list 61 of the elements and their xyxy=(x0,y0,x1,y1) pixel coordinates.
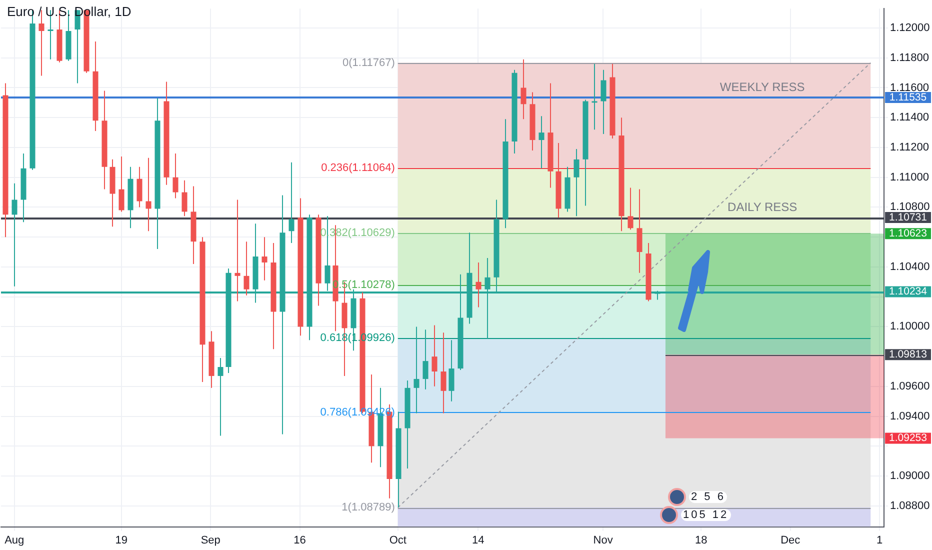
ref-line-label: 1.10731 xyxy=(889,211,928,224)
y-tick-label: 1.11800 xyxy=(890,52,929,64)
candlestick xyxy=(136,166,142,208)
ref-line-label: 1.11535 xyxy=(889,91,927,104)
ref-line-label: 0(1.11767) xyxy=(342,56,395,69)
ref-line-label: 1.10234 xyxy=(889,286,928,298)
x-tick-label: 18 xyxy=(695,534,708,546)
x-tick-label: Sep xyxy=(200,534,220,546)
y-tick-label: 1.11200 xyxy=(890,142,929,154)
candlestick xyxy=(414,326,420,414)
ref-line-label: 1.09813 xyxy=(889,348,928,361)
candlestick xyxy=(432,324,438,387)
annotation: 2 5 6 xyxy=(689,491,728,503)
y-tick-label: 1.10000 xyxy=(890,320,930,333)
candlestick xyxy=(218,358,224,436)
candlestick xyxy=(538,116,544,169)
candlestick xyxy=(422,329,428,390)
candlestick xyxy=(146,157,152,232)
candlestick xyxy=(600,69,606,135)
band-label: 1.09253 xyxy=(889,432,928,444)
candlestick xyxy=(234,199,240,302)
chart-title: Euro / U.S. Dollar, 1D xyxy=(7,4,132,19)
y-tick-label: 1.11000 xyxy=(890,171,929,184)
candlestick xyxy=(182,180,188,217)
x-tick-label: Nov xyxy=(593,534,614,546)
x-tick-label: Oct xyxy=(389,534,406,546)
candlestick xyxy=(574,148,580,217)
candlestick xyxy=(440,332,446,414)
annotation: DAILY RESS xyxy=(728,200,798,214)
y-tick-label: 1.09400 xyxy=(890,410,930,422)
y-tick-label: 1.09000 xyxy=(890,470,930,482)
candlestick xyxy=(244,241,250,296)
x-tick-label: Aug xyxy=(4,534,24,546)
y-tick-label: 1.10800 xyxy=(890,201,930,214)
candlestick xyxy=(172,152,178,199)
candlestick xyxy=(118,156,124,212)
annotation: WEEKLY RESS xyxy=(720,80,805,94)
y-tick-label: 1.11600 xyxy=(890,82,929,94)
ref-line-label: 0.236(1.11064) xyxy=(321,162,395,174)
candlestick xyxy=(448,340,454,402)
annotation: 105 12 xyxy=(681,509,731,521)
candlestick xyxy=(636,188,642,274)
x-tick-label: 1 xyxy=(876,534,883,546)
candlestick xyxy=(476,262,482,308)
y-tick-label: 1.11400 xyxy=(890,112,929,124)
x-tick-label: 14 xyxy=(472,534,484,546)
y-tick-label: 1.10400 xyxy=(890,260,930,273)
candlestick xyxy=(520,58,526,120)
x-tick-label: Dec xyxy=(780,534,801,546)
y-tick-label: 1.08800 xyxy=(890,500,930,512)
y-tick-label: 1.09600 xyxy=(890,380,930,392)
x-tick-label: 16 xyxy=(294,534,306,546)
candlestick xyxy=(592,63,598,130)
candlestick xyxy=(12,182,18,287)
candlestick xyxy=(628,187,634,230)
ref-line-label: 1(1.08789) xyxy=(342,502,395,514)
candlestick xyxy=(262,236,268,281)
band-label: 1.10623 xyxy=(889,228,928,240)
candlestick xyxy=(288,162,294,244)
y-tick-label: 1.12000 xyxy=(890,22,930,34)
x-tick-label: 19 xyxy=(115,534,128,546)
